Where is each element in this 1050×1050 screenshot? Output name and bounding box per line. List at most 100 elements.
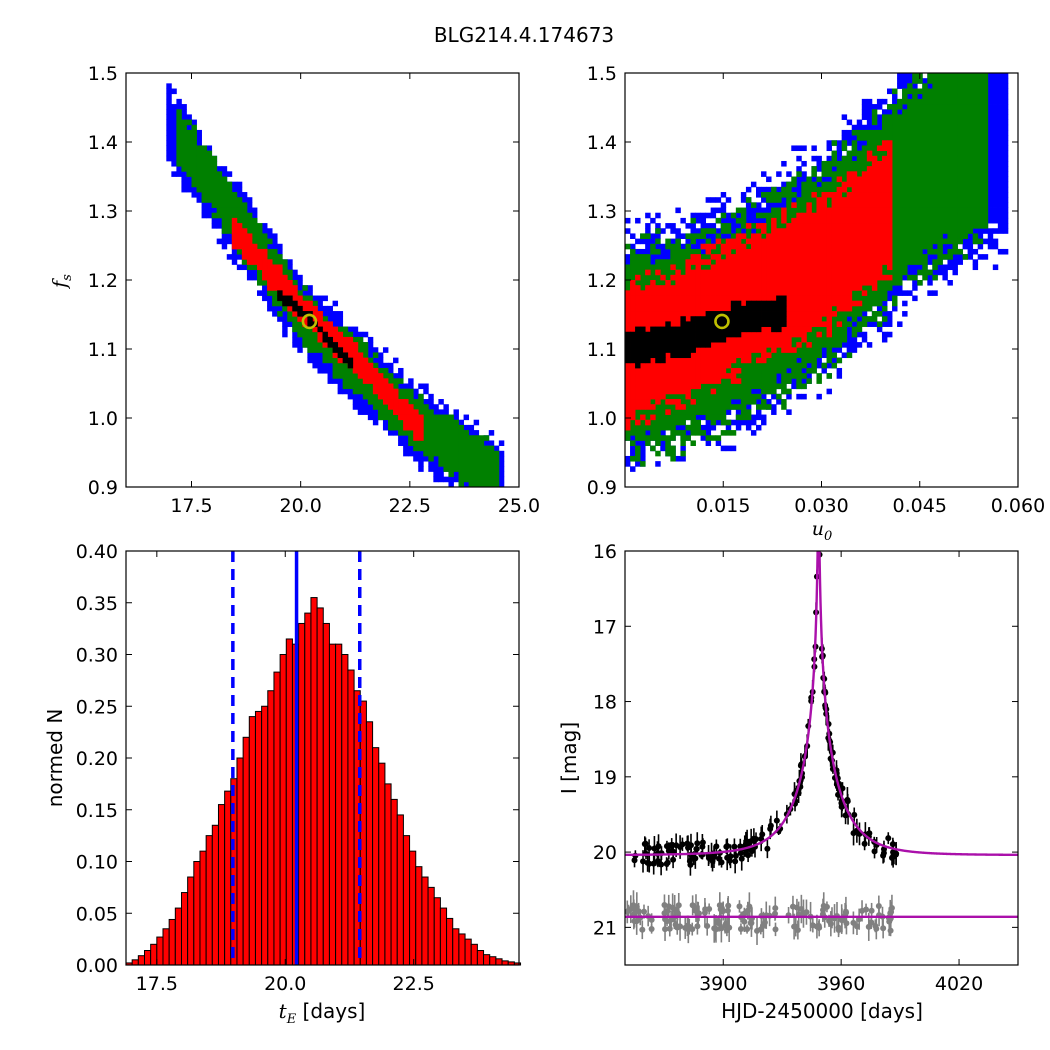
density-cell	[257, 274, 263, 281]
density-cell	[992, 119, 999, 126]
density-cell	[811, 145, 817, 152]
density-cell	[181, 124, 187, 131]
density-cell	[292, 336, 298, 343]
density-cell	[211, 166, 218, 172]
density-cell	[987, 83, 994, 89]
density-cell	[987, 160, 994, 167]
density-cell	[493, 466, 500, 472]
density-cell	[473, 461, 480, 467]
density-cell	[423, 440, 429, 446]
density-cell	[236, 217, 243, 224]
density-cell	[892, 98, 898, 105]
density-cell	[332, 373, 339, 379]
density-cell	[262, 274, 268, 281]
density-cell	[317, 321, 323, 327]
density-cell	[176, 140, 182, 146]
density-cell	[196, 150, 202, 157]
density-cell	[816, 181, 822, 188]
density-cell	[226, 197, 233, 203]
density-cell	[287, 321, 293, 327]
density-cell	[761, 217, 767, 224]
density-cell	[856, 124, 863, 131]
density-cell	[201, 166, 208, 172]
density-cell	[997, 176, 1004, 183]
density-cell	[347, 331, 354, 338]
density-cell	[997, 223, 1004, 229]
density-cell	[448, 461, 454, 467]
density-cell	[302, 285, 308, 291]
density-cell	[408, 383, 414, 390]
density-cell	[710, 223, 717, 229]
density-cell	[433, 430, 439, 436]
density-cell	[761, 207, 767, 214]
density-cell	[317, 300, 323, 307]
density-cell	[997, 150, 1004, 157]
density-cell	[181, 135, 187, 141]
density-cell	[851, 336, 858, 343]
density-cell	[413, 404, 419, 410]
density-cell	[357, 357, 364, 364]
density-cell	[191, 140, 197, 146]
density-cell	[357, 342, 364, 348]
density-cell	[388, 404, 394, 410]
density-cell	[786, 409, 792, 415]
density-cell	[382, 373, 389, 379]
density-cell	[403, 440, 409, 446]
density-cell	[312, 342, 318, 348]
density-cell	[272, 238, 278, 245]
density-cell	[413, 388, 419, 395]
density-cell	[478, 476, 485, 483]
density-cell	[942, 248, 948, 255]
density-cell	[1002, 217, 1009, 224]
density-cell	[226, 212, 233, 219]
density-cell	[251, 274, 258, 281]
density-cell	[992, 238, 999, 245]
density-cell	[700, 223, 707, 229]
density-cell	[443, 445, 449, 452]
density-cell	[680, 243, 686, 250]
tick-group-0: 17.5 20.0 22.5 25.00.91.01.11.21.31.41.5	[88, 63, 540, 517]
y-tick-label: 1.3	[88, 201, 118, 223]
density-cell	[241, 264, 248, 271]
density-cell	[327, 331, 333, 338]
density-cell	[428, 450, 434, 457]
density-cell	[246, 254, 253, 260]
density-cell	[922, 248, 928, 255]
density-cell	[337, 316, 344, 322]
density-cell	[816, 160, 822, 167]
density-cell	[201, 150, 208, 157]
density-cell	[287, 259, 293, 265]
density-cell	[468, 471, 475, 478]
density-cell	[942, 233, 948, 239]
density-cell	[675, 228, 681, 234]
density-cell	[423, 388, 429, 395]
density-cell	[267, 300, 273, 307]
density-cell	[720, 207, 727, 214]
density-cell	[382, 399, 389, 405]
density-cell	[418, 430, 424, 436]
density-cell	[892, 290, 898, 296]
density-cell	[761, 414, 767, 421]
density-cell	[1002, 135, 1009, 141]
density-cell	[1002, 207, 1009, 214]
density-cell	[262, 295, 268, 302]
density-cell	[317, 357, 323, 364]
density-cell	[1002, 88, 1009, 95]
density-cell	[272, 300, 278, 307]
density-cell	[665, 254, 671, 260]
density-cell	[357, 373, 364, 379]
density-cell	[393, 388, 399, 395]
density-cell	[887, 295, 893, 302]
density-cell	[947, 259, 953, 265]
density-cell	[181, 119, 187, 126]
density-cell	[367, 399, 374, 405]
density-cell	[277, 316, 283, 322]
density-cell	[171, 150, 177, 157]
density-cell	[892, 285, 898, 291]
density-cell	[715, 197, 722, 203]
density-cell	[1002, 140, 1009, 146]
density-cell	[468, 476, 475, 483]
density-cell	[680, 217, 686, 224]
density-cell	[337, 357, 344, 364]
